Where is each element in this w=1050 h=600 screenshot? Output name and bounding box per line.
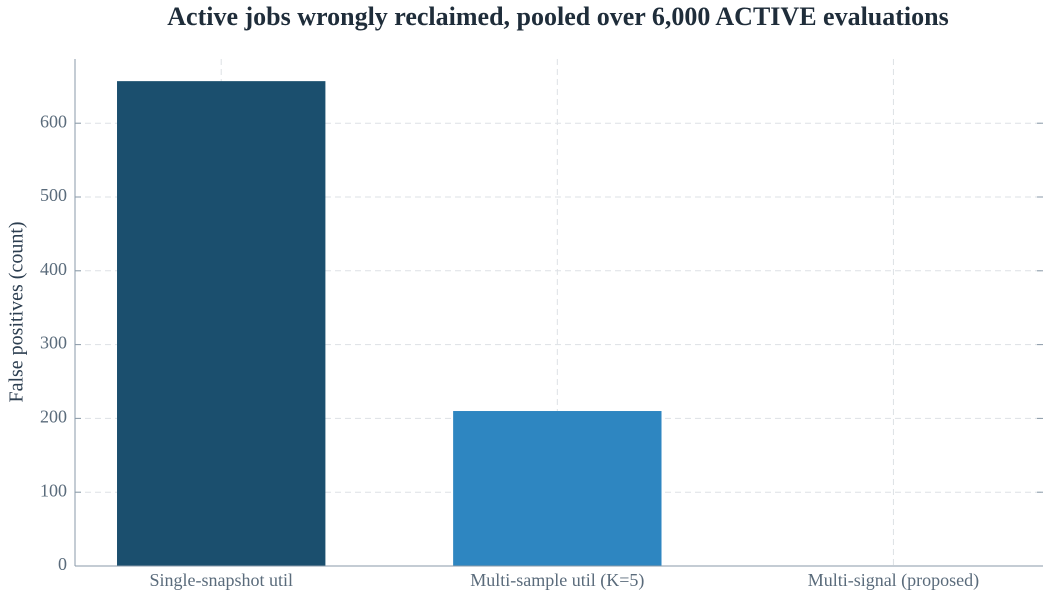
x-tick-label: Single-snapshot util	[149, 570, 293, 590]
y-axis-label: False positives (count)	[6, 221, 28, 402]
x-tick-label: Multi-sample util (K=5)	[470, 570, 644, 591]
y-tick-label: 400	[40, 259, 67, 279]
y-tick-label: 600	[40, 111, 67, 131]
bar	[453, 411, 662, 566]
bar	[117, 81, 326, 566]
x-tick-label: Multi-signal (proposed)	[808, 570, 979, 591]
y-tick-label: 500	[40, 185, 67, 205]
y-tick-label: 200	[40, 407, 67, 427]
y-tick-label: 0	[58, 554, 67, 574]
chart-title: Active jobs wrongly reclaimed, pooled ov…	[167, 2, 948, 31]
y-tick-label: 300	[40, 333, 67, 353]
y-tick-label: 100	[40, 480, 67, 500]
